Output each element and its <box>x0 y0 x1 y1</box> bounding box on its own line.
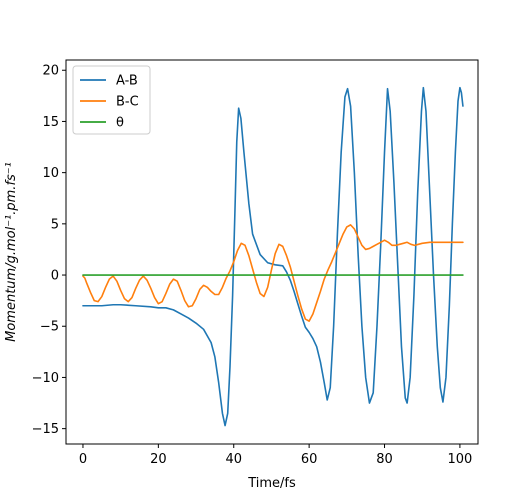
y-tick-label: 10 <box>42 166 59 181</box>
x-tick-label: 40 <box>225 452 242 467</box>
legend-label-3: θ <box>116 116 124 131</box>
y-tick-label: 0 <box>51 269 59 284</box>
x-tick-label: 20 <box>150 452 167 467</box>
legend-box <box>72 65 151 135</box>
y-tick-label: −10 <box>32 371 59 386</box>
x-tick-label: 0 <box>79 452 87 467</box>
y-axis: −15 −10 −5 0 5 10 15 20 <box>32 64 66 437</box>
x-tick-label: 60 <box>301 452 318 467</box>
x-tick-label: 80 <box>376 452 393 467</box>
y-tick-label: −5 <box>40 320 59 335</box>
x-axis-label: Time/fs <box>247 476 296 491</box>
legend-label-1: A-B <box>116 74 138 89</box>
y-tick-label: 15 <box>42 115 59 130</box>
y-tick-label: −15 <box>32 422 59 437</box>
x-tick-label: 100 <box>447 452 472 467</box>
y-tick-label: 5 <box>51 217 59 232</box>
series-layer <box>82 86 464 427</box>
y-tick-label: 20 <box>42 64 59 79</box>
legend: A-B B-C θ <box>72 65 151 135</box>
plot-frame <box>65 59 479 445</box>
series-line-1 <box>82 86 464 427</box>
y-axis-label: Momentum/g.mol⁻¹.pm.fs⁻¹ <box>4 162 19 342</box>
legend-label-2: B-C <box>116 95 139 110</box>
series-line-2 <box>82 224 464 322</box>
x-axis: 0 20 40 60 80 100 <box>79 444 472 467</box>
